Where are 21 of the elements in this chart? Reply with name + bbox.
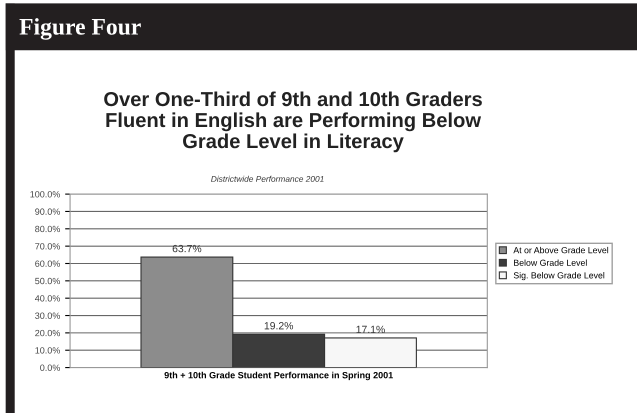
y-tick-label: 40.0%: [34, 295, 60, 302]
chart-title: Over One-Third of 9th and 10th Graders Fluent in English are Performing Below Grade Level in Literacy: [104, 91, 482, 152]
x-tick-label: 9th + 10th Grade Student Performance in Spring 2001: [164, 372, 393, 380]
y-tick-label: 80.0%: [35, 226, 60, 232]
y-tick-label: 70.0%: [35, 243, 60, 250]
text: 17.1%: [356, 326, 385, 334]
legend-label: At or Above Grade Level: [513, 246, 608, 254]
y-tick-label: 30.0%: [35, 312, 60, 319]
y-tick-label: 90.0%: [35, 208, 60, 215]
y-tick-label: 20.0%: [35, 330, 60, 336]
text: Figure Four: [20, 18, 141, 40]
legend-label: Sig. Below Grade Level: [514, 272, 604, 280]
y-tick-label: 0.0%: [40, 364, 60, 371]
text: 63.7%: [172, 244, 202, 252]
y-tick-label: 50.0%: [35, 278, 60, 284]
chart-subtitle: Districtwide Performance 2001: [211, 176, 324, 182]
y-tick-label: 60.0%: [35, 260, 60, 267]
y-tick-label: 100.0%: [30, 191, 60, 198]
text: 19.2%: [264, 322, 294, 330]
legend-label: Below Grade Level: [514, 259, 587, 266]
y-tick-label: 10.0%: [35, 347, 60, 354]
